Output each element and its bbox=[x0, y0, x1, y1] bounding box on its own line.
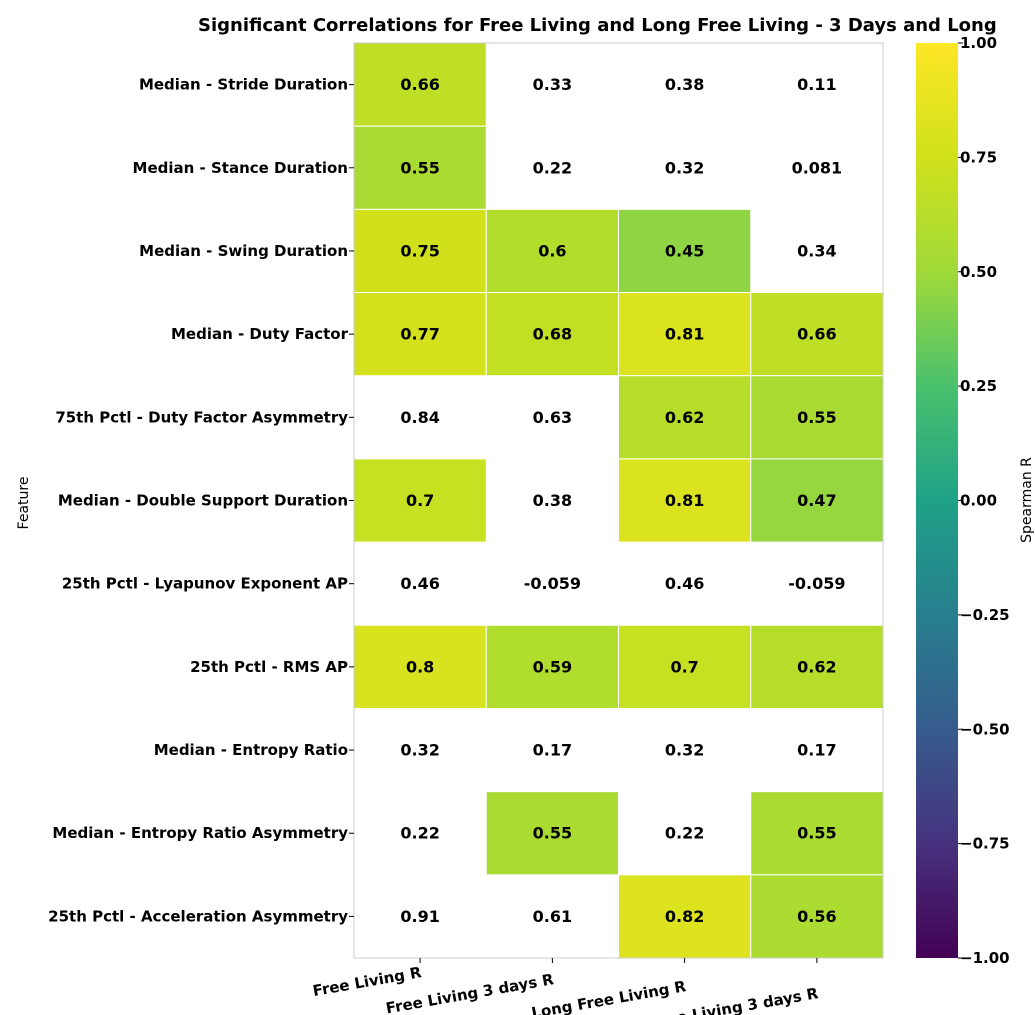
heatmap-cell-r5-c3 bbox=[750, 458, 884, 543]
heatmap-cell-r2-c1 bbox=[485, 208, 619, 294]
row-label-median-swing-duration: Median - Swing Duration bbox=[139, 242, 348, 260]
cell-value-r10-c1: 0.61 bbox=[533, 907, 572, 926]
cell-value-r0-c3: 0.11 bbox=[797, 75, 836, 94]
colorbar bbox=[916, 43, 958, 958]
heatmap-cell-r7-c2 bbox=[618, 624, 752, 709]
cell-value-r0-c1: 0.33 bbox=[533, 75, 572, 94]
cell-value-r1-c1: 0.22 bbox=[533, 158, 572, 177]
cell-value-r9-c0: 0.22 bbox=[400, 824, 439, 843]
cell-value-r3-c1: 0.68 bbox=[533, 325, 572, 344]
cell-value-r9-c3: 0.55 bbox=[797, 824, 836, 843]
cell-value-r7-c0: 0.8 bbox=[406, 657, 434, 676]
heatmap-cell-r3-c0 bbox=[353, 292, 487, 377]
heatmap-cell-r5-c2 bbox=[618, 458, 752, 543]
heatmap-cell-r7-c1 bbox=[485, 624, 619, 709]
cell-value-r6-c2: 0.46 bbox=[665, 574, 704, 593]
cell-value-r2-c2: 0.45 bbox=[665, 241, 704, 260]
cell-value-r4-c0: 0.84 bbox=[400, 408, 439, 427]
row-label-75th-pctl-duty-factor-asymmetry: 75th Pctl - Duty Factor Asymmetry bbox=[55, 408, 348, 426]
cell-value-r1-c3: 0.081 bbox=[792, 158, 843, 177]
cell-value-r3-c2: 0.81 bbox=[665, 325, 704, 344]
row-label-median-double-support-duration: Median - Double Support Duration bbox=[58, 492, 348, 510]
cell-value-r4-c2: 0.62 bbox=[665, 408, 704, 427]
cell-value-r3-c0: 0.77 bbox=[400, 325, 439, 344]
cell-value-r3-c3: 0.66 bbox=[797, 325, 836, 344]
row-label-median-stride-duration: Median - Stride Duration bbox=[139, 76, 348, 94]
heatmap-cell-r1-c0 bbox=[353, 125, 487, 210]
cell-value-r9-c2: 0.22 bbox=[665, 824, 704, 843]
heatmap-cell-r3-c2 bbox=[618, 292, 752, 377]
heatmap-cell-r2-c2 bbox=[618, 208, 752, 294]
cell-value-r2-c1: 0.6 bbox=[538, 241, 566, 260]
cell-value-r0-c2: 0.38 bbox=[665, 75, 704, 94]
heatmap-cell-r4-c2 bbox=[618, 375, 752, 460]
heatmap-cell-r5-c0 bbox=[353, 458, 487, 543]
cell-value-r6-c3: -0.059 bbox=[788, 574, 845, 593]
cell-value-r7-c2: 0.7 bbox=[670, 657, 698, 676]
heatmap-cell-r10-c2 bbox=[618, 874, 752, 959]
heatmap-cell-r10-c3 bbox=[750, 874, 884, 959]
heatmap-cell-r3-c1 bbox=[485, 292, 619, 377]
cell-value-r10-c3: 0.56 bbox=[797, 907, 836, 926]
row-label-25th-pctl-acceleration-asymmetry: 25th Pctl - Acceleration Asymmetry bbox=[48, 907, 348, 925]
cell-value-r8-c0: 0.32 bbox=[400, 741, 439, 760]
heatmap-cell-labels: 0.66 0.33 0.38 0.11 0.55 0.22 0.32 0.081 0.75 0.6… bbox=[400, 75, 845, 926]
colorbar-tick-label-2: 0.50 bbox=[960, 263, 997, 281]
heatmap-cell-r2-c0 bbox=[353, 208, 487, 294]
cell-value-r8-c3: 0.17 bbox=[797, 741, 836, 760]
colorbar-tick-label-8: −1.00 bbox=[960, 949, 1010, 967]
cell-value-r6-c1: -0.059 bbox=[524, 574, 581, 593]
chart-title-group: Significant Correlations for Free Living… bbox=[198, 15, 997, 36]
heatmap-cell-r7-c0 bbox=[353, 624, 487, 709]
colorbar-label: Spearman R bbox=[1019, 457, 1035, 543]
cell-value-r10-c2: 0.82 bbox=[665, 907, 704, 926]
cell-value-r2-c0: 0.75 bbox=[400, 241, 439, 260]
cell-value-r7-c3: 0.62 bbox=[797, 657, 836, 676]
cell-value-r1-c2: 0.32 bbox=[665, 158, 704, 177]
heatmap-cells bbox=[353, 42, 884, 959]
cell-value-r4-c3: 0.55 bbox=[797, 408, 836, 427]
heatmap-cell-r7-c3 bbox=[750, 624, 884, 709]
row-label-25th-pctl-lyapunov-exponent-ap: 25th Pctl - Lyapunov Exponent AP bbox=[62, 575, 348, 593]
colorbar-tick-label-5: −0.25 bbox=[960, 606, 1010, 624]
cell-value-r7-c1: 0.59 bbox=[533, 657, 572, 676]
y-axis-title: Feature bbox=[16, 477, 32, 530]
colorbar-tick-label-1: 0.75 bbox=[960, 148, 997, 166]
cell-value-r2-c3: 0.34 bbox=[797, 241, 836, 260]
colorbar-tick-label-6: −0.50 bbox=[960, 720, 1010, 738]
cell-value-r4-c1: 0.63 bbox=[533, 408, 572, 427]
cell-value-r5-c1: 0.38 bbox=[533, 491, 572, 510]
cell-value-r9-c1: 0.55 bbox=[533, 824, 572, 843]
colorbar-tick-label-0: 1.00 bbox=[960, 34, 997, 52]
colorbar-tick-label-7: −0.75 bbox=[960, 835, 1010, 853]
cell-value-r10-c0: 0.91 bbox=[400, 907, 439, 926]
cell-value-r5-c2: 0.81 bbox=[665, 491, 704, 510]
cell-value-r1-c0: 0.55 bbox=[400, 158, 439, 177]
cell-value-r8-c2: 0.32 bbox=[665, 741, 704, 760]
heatmap-cell-r0-c0 bbox=[353, 42, 487, 127]
cell-value-r6-c0: 0.46 bbox=[400, 574, 439, 593]
heatmap-cell-r9-c1 bbox=[485, 791, 619, 876]
cell-value-r8-c1: 0.17 bbox=[533, 741, 572, 760]
colorbar-ticks: 1.00 0.75 0.50 0.25 0.00 −0.25 −0.50 −0.75 −1.00 bbox=[958, 34, 1010, 967]
heatmap-cell-r9-c3 bbox=[750, 791, 884, 876]
row-labels: Median - Stride Duration Median - Stance … bbox=[48, 76, 354, 925]
cell-value-r5-c0: 0.7 bbox=[406, 491, 434, 510]
row-label-25th-pctl-rms-ap: 25th Pctl - RMS AP bbox=[190, 658, 348, 676]
row-label-median-duty-factor: Median - Duty Factor bbox=[171, 325, 349, 343]
chart-title: Significant Correlations for Free Living… bbox=[198, 15, 997, 36]
cell-value-r0-c0: 0.66 bbox=[400, 75, 439, 94]
row-label-median-stance-duration: Median - Stance Duration bbox=[133, 159, 348, 177]
cell-value-r5-c3: 0.47 bbox=[797, 491, 836, 510]
row-label-median-entropy-ratio-asymmetry: Median - Entropy Ratio Asymmetry bbox=[52, 824, 348, 842]
colorbar-tick-label-3: 0.25 bbox=[960, 377, 997, 395]
row-label-median-entropy-ratio: Median - Entropy Ratio bbox=[154, 741, 348, 759]
column-label-free-living-r: Free Living R bbox=[311, 963, 423, 1000]
colorbar-tick-label-4: 0.00 bbox=[960, 492, 997, 510]
